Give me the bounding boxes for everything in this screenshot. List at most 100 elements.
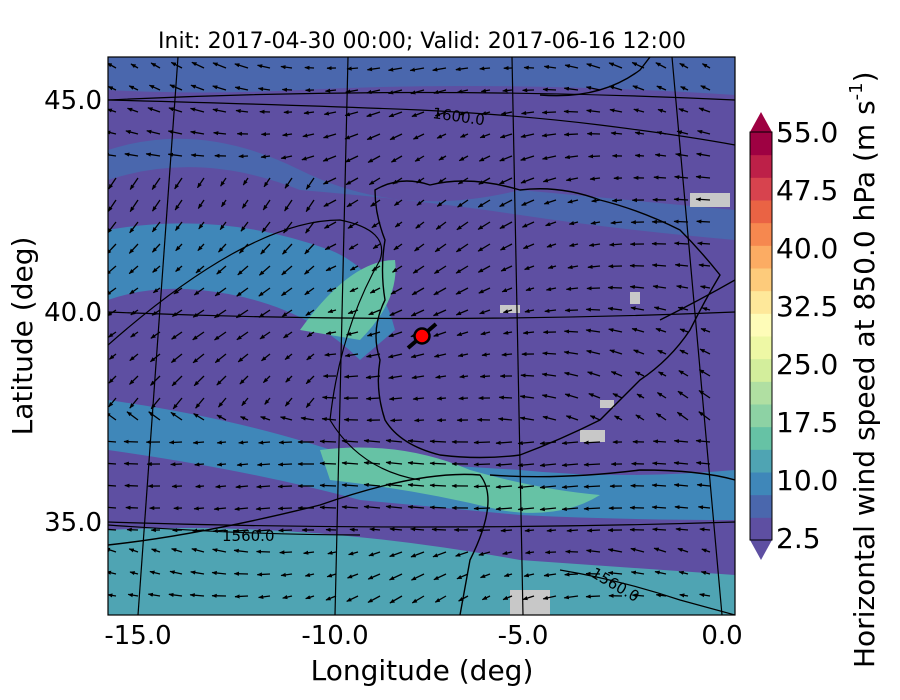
wind-arrow-icon: [279, 550, 293, 555]
wind-arrow-icon: [387, 353, 403, 359]
map-plot-area: 1600.0 1560.0 1560.0: [107, 56, 736, 616]
wind-arrow-icon: [305, 375, 315, 385]
wind-arrow-icon: [261, 221, 271, 233]
wind-arrow-icon: [262, 375, 271, 384]
wind-arrow-icon: [283, 221, 293, 234]
colorbar-tick-label: 25.0: [776, 348, 838, 381]
wind-arrow-icon: [365, 396, 381, 401]
wind-arrow-icon: [127, 107, 139, 113]
wind-arrow-icon: [566, 528, 579, 533]
wind-arrow-icon: [407, 439, 425, 444]
wind-arrow-icon: [458, 155, 469, 162]
wind-arrow-icon: [387, 89, 403, 95]
wind-arrow-icon: [541, 155, 557, 161]
wind-arrow-icon: [392, 265, 403, 273]
wind-arrow-icon: [366, 89, 381, 94]
wind-arrow-icon: [657, 349, 667, 355]
wind-arrow-icon: [455, 287, 469, 295]
wind-arrow-icon: [519, 394, 535, 399]
wind-arrow-icon: [385, 438, 403, 443]
wind-arrow-icon: [495, 506, 513, 511]
x-tick-label: -15.0: [104, 621, 171, 651]
colorbar-cell: [750, 268, 772, 292]
wind-arrow-icon: [212, 85, 227, 91]
wind-arrow-icon: [256, 462, 271, 467]
wind-arrow-icon: [457, 353, 469, 358]
wind-arrow-icon: [633, 108, 645, 113]
wind-arrow-icon: [214, 287, 227, 297]
wind-arrow-icon: [189, 593, 205, 598]
wind-arrow-icon: [108, 130, 117, 135]
colorbar-cell: [750, 426, 772, 450]
wind-arrow-icon: [499, 133, 513, 139]
meridian-minus-5: [511, 57, 524, 615]
wind-arrow-icon: [539, 485, 557, 490]
wind-arrow-icon: [500, 528, 513, 533]
wind-arrow-icon: [457, 177, 469, 185]
wind-arrow-icon: [392, 177, 403, 185]
wind-arrow-icon: [699, 348, 711, 355]
wind-arrow-icon: [433, 287, 447, 296]
wind-arrow-icon: [371, 221, 381, 229]
wind-arrow-icon: [654, 570, 667, 575]
wind-arrow-icon: [124, 483, 139, 488]
wind-arrow-icon: [260, 243, 271, 255]
wind-arrow-icon: [241, 199, 249, 209]
wind-arrow-icon: [565, 286, 579, 291]
wind-arrow-icon: [502, 330, 513, 335]
wind-arrow-icon: [434, 595, 447, 603]
wind-arrow-icon: [108, 412, 117, 421]
wind-arrow-icon: [323, 221, 337, 229]
wind-arrow-icon: [325, 265, 337, 272]
wind-arrow-icon: [258, 265, 271, 276]
wind-arrow-icon: [587, 154, 601, 159]
wind-arrow-icon: [319, 461, 337, 466]
wind-arrow-icon: [651, 461, 667, 466]
wind-arrow-icon: [283, 331, 293, 339]
wind-arrow-icon: [322, 155, 337, 162]
wind-arrow-icon: [433, 353, 447, 358]
wind-arrow-icon: [190, 153, 205, 158]
wind-arrow-icon: [346, 595, 359, 602]
wind-arrow-icon: [630, 547, 645, 553]
colorbar-cell: [750, 358, 772, 382]
colorbar-min-extension: [750, 540, 772, 560]
wind-arrow-icon: [429, 461, 447, 466]
wind-arrow-icon: [698, 369, 711, 377]
wind-arrow-icon: [633, 349, 645, 355]
wind-arrow-icon: [412, 133, 425, 140]
wind-arrow-icon: [129, 353, 139, 362]
wind-arrow-icon: [543, 572, 557, 578]
africa-north-coast: [489, 469, 735, 481]
wind-arrow-icon: [524, 528, 535, 533]
colorbar-cell: [750, 177, 772, 201]
wind-arrow-icon: [258, 309, 271, 318]
wind-arrow-icon: [655, 62, 667, 69]
wind-arrow-icon: [216, 414, 227, 421]
wind-arrow-icon: [217, 397, 227, 408]
wind-arrow-icon: [673, 241, 689, 246]
wind-arrow-icon: [585, 594, 601, 599]
wind-arrow-icon: [234, 63, 249, 69]
wind-arrow-icon: [233, 528, 249, 533]
wind-arrow-icon: [128, 265, 139, 275]
wind-arrow-icon: [502, 550, 513, 556]
wind-arrow-icon: [282, 595, 293, 600]
wind-arrow-icon: [345, 177, 359, 186]
wind-arrow-icon: [323, 133, 337, 139]
wind-arrow-icon: [108, 353, 117, 360]
wind-arrow-icon: [588, 392, 601, 399]
wind-arrow-icon: [608, 85, 623, 91]
wind-arrow-icon: [301, 155, 315, 161]
wind-arrow-icon: [473, 484, 491, 489]
wind-arrow-icon: [216, 440, 227, 445]
wind-arrow-icon: [564, 64, 579, 69]
wind-arrow-icon: [431, 527, 447, 532]
contour-1560-west: [108, 524, 361, 536]
wind-arrow-icon: [213, 131, 227, 136]
wind-arrow-icon: [324, 352, 337, 357]
wind-arrow-icon: [545, 221, 557, 227]
wind-arrow-icon: [608, 242, 623, 247]
wind-arrow-icon: [701, 63, 711, 69]
wind-arrow-icon: [174, 199, 183, 211]
